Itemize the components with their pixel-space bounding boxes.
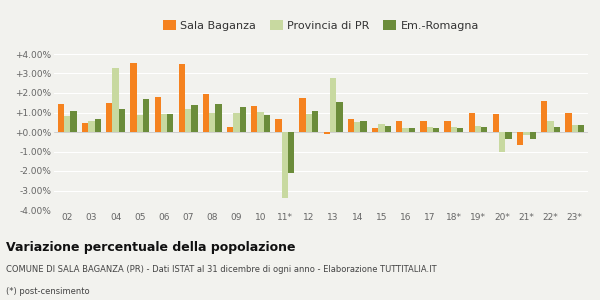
Bar (312, 110, 319, 132)
Bar (348, 119, 354, 132)
Bar (499, 132, 505, 152)
Bar (361, 121, 367, 132)
Bar (179, 64, 185, 132)
Bar (106, 103, 112, 132)
Bar (130, 63, 137, 132)
Bar (64, 116, 70, 132)
Bar (112, 68, 119, 132)
Text: Variazione percentuale della popolazione: Variazione percentuale della popolazione (6, 242, 296, 254)
Bar (493, 114, 499, 132)
Bar (530, 132, 536, 139)
Bar (82, 123, 88, 132)
Bar (578, 125, 584, 132)
Bar (233, 112, 239, 132)
Bar (372, 128, 378, 132)
Bar (378, 124, 385, 132)
Bar (354, 122, 361, 132)
Bar (565, 113, 572, 132)
Bar (95, 119, 101, 132)
Bar (523, 132, 530, 135)
Bar (427, 127, 433, 132)
Bar (155, 97, 161, 132)
Bar (281, 132, 288, 198)
Bar (475, 126, 481, 132)
Bar (203, 94, 209, 132)
Bar (409, 128, 415, 132)
Bar (209, 112, 215, 132)
Bar (185, 109, 191, 132)
Bar (119, 109, 125, 132)
Bar (481, 127, 487, 132)
Bar (137, 116, 143, 132)
Bar (257, 112, 264, 132)
Bar (191, 105, 197, 132)
Bar (554, 127, 560, 132)
Bar (306, 114, 312, 132)
Bar (572, 125, 578, 132)
Bar (541, 101, 547, 132)
Bar (451, 127, 457, 132)
Bar (239, 106, 246, 132)
Bar (70, 110, 77, 132)
Text: (*) post-censimento: (*) post-censimento (6, 286, 89, 296)
Bar (251, 106, 257, 132)
Bar (58, 104, 64, 132)
Bar (288, 132, 294, 173)
Bar (385, 126, 391, 132)
Bar (330, 78, 336, 132)
Bar (547, 121, 554, 132)
Bar (457, 128, 463, 132)
Bar (143, 99, 149, 132)
Bar (403, 128, 409, 132)
Bar (161, 114, 167, 132)
Bar (299, 98, 306, 132)
Bar (469, 112, 475, 132)
Bar (336, 102, 343, 132)
Bar (167, 114, 173, 132)
Bar (227, 127, 233, 132)
Bar (433, 128, 439, 132)
Bar (445, 121, 451, 132)
Bar (323, 132, 330, 134)
Bar (517, 132, 523, 145)
Bar (275, 119, 281, 132)
Text: COMUNE DI SALA BAGANZA (PR) - Dati ISTAT al 31 dicembre di ogni anno - Elaborazi: COMUNE DI SALA BAGANZA (PR) - Dati ISTAT… (6, 266, 437, 274)
Bar (88, 121, 95, 132)
Bar (421, 121, 427, 132)
Bar (396, 121, 403, 132)
Bar (505, 132, 512, 139)
Bar (215, 104, 221, 132)
Bar (264, 116, 270, 132)
Legend: Sala Baganza, Provincia di PR, Em.-Romagna: Sala Baganza, Provincia di PR, Em.-Romag… (158, 16, 484, 35)
